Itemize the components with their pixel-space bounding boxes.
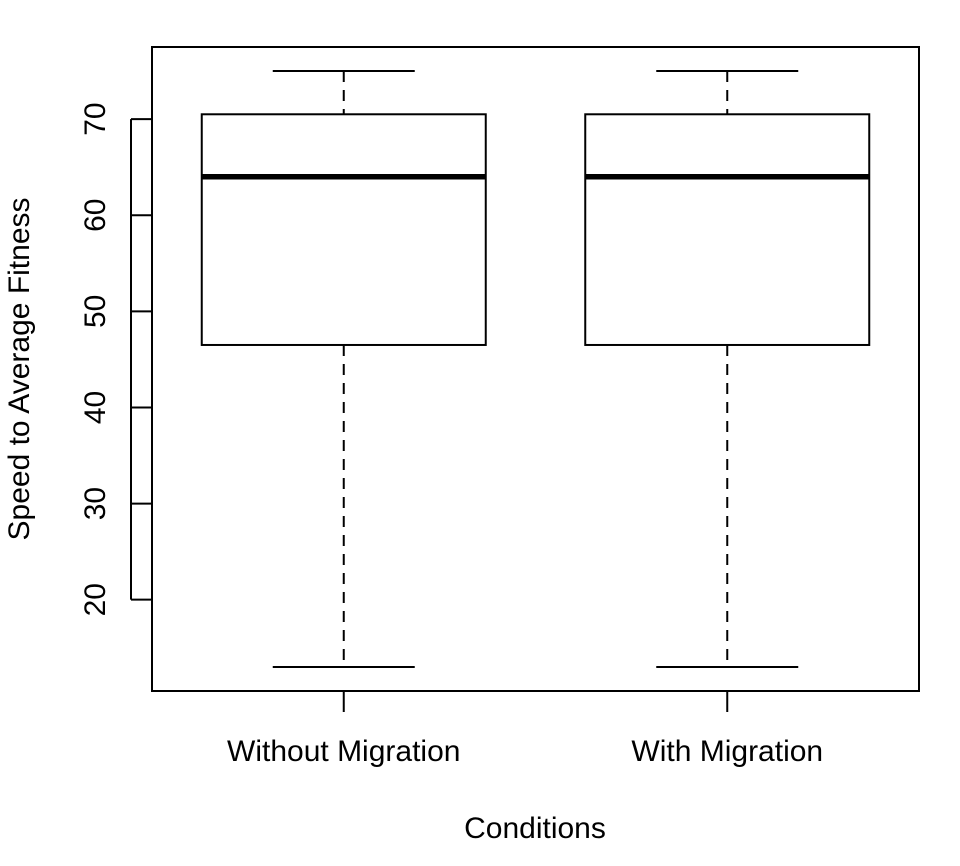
plot-frame	[151, 46, 920, 692]
boxes-layer	[200, 70, 871, 668]
x-tick-label: Without Migration	[227, 735, 460, 768]
y-axis: 20 30 40 50 60 70	[79, 102, 152, 616]
x-tick-label: With Migration	[631, 735, 823, 768]
y-axis-label: Speed to Average Fitness	[3, 197, 36, 540]
y-tick-label: 70	[79, 102, 112, 135]
y-tick-label: 40	[79, 391, 112, 424]
iqr-box	[584, 113, 871, 346]
y-tick-label: 30	[79, 487, 112, 520]
x-axis-label: Conditions	[464, 812, 606, 845]
box-group	[200, 70, 487, 668]
y-tick-label: 20	[79, 583, 112, 616]
y-tick-label: 50	[79, 295, 112, 328]
x-axis: Without Migration With Migration	[227, 691, 823, 768]
y-tick-label: 60	[79, 199, 112, 232]
box-group	[584, 70, 871, 668]
iqr-box	[200, 113, 487, 346]
